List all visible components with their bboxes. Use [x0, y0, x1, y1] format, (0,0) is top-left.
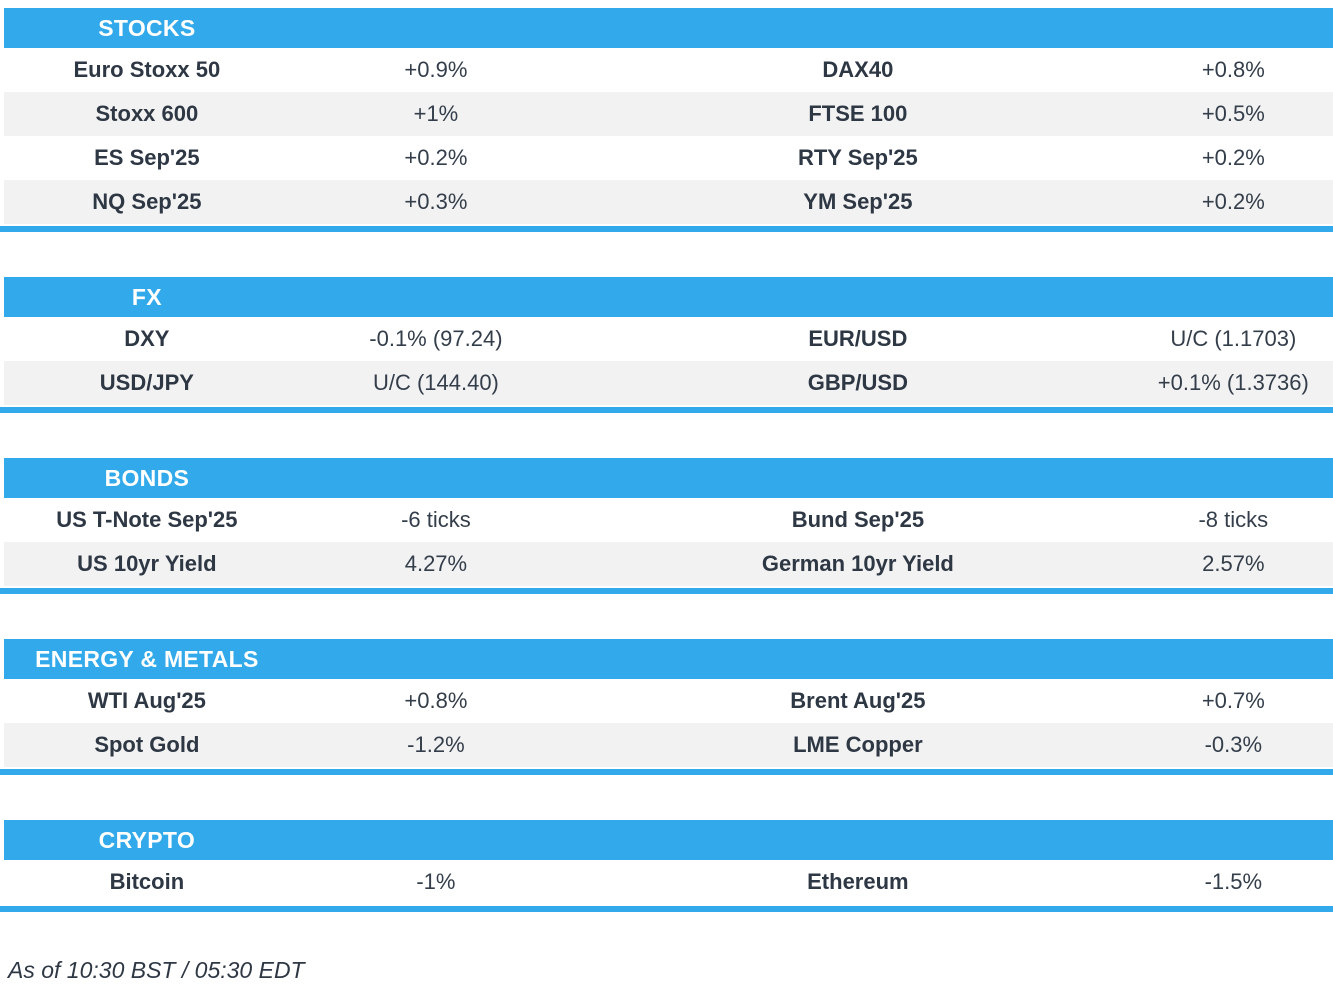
instrument-name: EUR/USD [808, 326, 908, 351]
instrument-name: Brent Aug'25 [790, 688, 926, 713]
instrument-change: -8 ticks [1198, 507, 1269, 532]
section-title: FX [131, 283, 162, 310]
instrument-change: 4.27% [404, 551, 468, 576]
section-underline [0, 588, 1333, 594]
market-table: Bitcoin -1% Ethereum -1.5% [4, 860, 1333, 904]
table-row: Stoxx 600 +1% FTSE 100 +0.5% [4, 92, 1333, 136]
instrument-change: +0.2% [1201, 145, 1265, 170]
section-header: CRYPTO [4, 820, 1333, 860]
instrument-name: Stoxx 600 [95, 101, 199, 126]
market-table: Euro Stoxx 50 +0.9% DAX40 +0.8% Stoxx 600 +1%… [4, 48, 1333, 224]
section-title: ENERGY & METALS [35, 645, 259, 672]
instrument-change: 2.57% [1202, 551, 1265, 576]
section-crypto: CRYPTO Bitcoin -1% Ethereum -1.5% [0, 820, 1333, 912]
table-row: ES Sep'25 +0.2% RTY Sep'25 +0.2% [4, 136, 1333, 180]
instrument-name: US T-Note Sep'25 [56, 507, 238, 532]
instrument-name: Bitcoin [109, 869, 185, 894]
section-header: STOCKS [4, 8, 1333, 48]
instrument-name: GBP/USD [807, 370, 908, 395]
instrument-change: +1% [413, 101, 459, 126]
instrument-change: +0.5% [1201, 101, 1265, 126]
instrument-name: YM Sep'25 [803, 189, 913, 214]
instrument-name: DAX40 [822, 57, 894, 82]
table-row: NQ Sep'25 +0.3% YM Sep'25 +0.2% [4, 180, 1333, 224]
section-underline [0, 407, 1333, 413]
section-underline [0, 769, 1333, 775]
table-row: US T-Note Sep'25 -6 ticks Bund Sep'25 -8 ti… [4, 498, 1333, 542]
instrument-name: NQ Sep'25 [92, 189, 202, 214]
section-bonds: BONDS US T-Note Sep'25 -6 ticks Bund Sep'2… [0, 458, 1333, 594]
table-row: DXY -0.1% (97.24) EUR/USD U/C (1.1703) [4, 317, 1333, 361]
instrument-change: +0.9% [404, 57, 468, 82]
market-wrap-table: STOCKS Euro Stoxx 50 +0.9% DAX40 +0.8% Stoxx… [0, 8, 1333, 984]
instrument-name: US 10yr Yield [77, 551, 217, 576]
instrument-name: Bund Sep'25 [791, 507, 925, 532]
instrument-change: U/C (144.40) [372, 370, 499, 395]
section-body: CRYPTO Bitcoin -1% Ethereum -1.5% [4, 820, 1333, 904]
section-fx: FX DXY -0.1% (97.24) EUR/USD U/C (1.1703) US… [0, 277, 1333, 413]
instrument-name: WTI Aug'25 [87, 688, 206, 713]
section-underline [0, 906, 1333, 912]
instrument-name: Ethereum [807, 869, 909, 894]
section-body: BONDS US T-Note Sep'25 -6 ticks Bund Sep'2… [4, 458, 1333, 586]
instrument-change: +0.2% [404, 145, 468, 170]
section-title: CRYPTO [98, 826, 196, 853]
table-row: WTI Aug'25 +0.8% Brent Aug'25 +0.7% [4, 679, 1333, 723]
section-stocks: STOCKS Euro Stoxx 50 +0.9% DAX40 +0.8% Stoxx… [0, 8, 1333, 232]
section-header: ENERGY & METALS [4, 639, 1333, 679]
table-row: USD/JPY U/C (144.40) GBP/USD +0.1% (1.3736) [4, 361, 1333, 405]
section-energy-metals: ENERGY & METALS WTI Aug'25 +0.8% Brent Aug… [0, 639, 1333, 775]
instrument-name: Spot Gold [94, 732, 200, 757]
table-row: Bitcoin -1% Ethereum -1.5% [4, 860, 1333, 904]
as-of-timestamp: As of 10:30 BST / 05:30 EDT [8, 957, 305, 983]
instrument-change: -0.3% [1204, 732, 1263, 757]
instrument-change: -6 ticks [401, 507, 471, 532]
table-row: US 10yr Yield 4.27% German 10yr Yield 2.57% [4, 542, 1333, 586]
section-body: STOCKS Euro Stoxx 50 +0.9% DAX40 +0.8% Stoxx… [4, 8, 1333, 224]
instrument-change: +0.1% (1.3736) [1157, 370, 1309, 395]
section-body: ENERGY & METALS WTI Aug'25 +0.8% Brent Aug… [4, 639, 1333, 767]
instrument-name: FTSE 100 [808, 101, 908, 126]
instrument-name: DXY [124, 326, 170, 351]
instrument-change: +0.2% [1201, 189, 1265, 214]
section-body: FX DXY -0.1% (97.24) EUR/USD U/C (1.1703) US… [4, 277, 1333, 405]
instrument-change: +0.3% [404, 189, 468, 214]
instrument-change: -0.1% (97.24) [369, 326, 503, 351]
instrument-name: German 10yr Yield [761, 551, 954, 576]
table-row: Euro Stoxx 50 +0.9% DAX40 +0.8% [4, 48, 1333, 92]
instrument-change: +0.8% [404, 688, 468, 713]
instrument-change: -1% [416, 869, 456, 894]
instrument-name: RTY Sep'25 [797, 145, 918, 170]
section-title: BONDS [104, 464, 190, 491]
section-title: STOCKS [98, 14, 196, 41]
market-table: US T-Note Sep'25 -6 ticks Bund Sep'25 -8 ti… [4, 498, 1333, 586]
instrument-name: Euro Stoxx 50 [73, 57, 221, 82]
instrument-change: -1.2% [407, 732, 465, 757]
instrument-name: USD/JPY [99, 370, 194, 395]
instrument-change: +0.7% [1201, 688, 1265, 713]
instrument-change: -1.5% [1204, 869, 1263, 894]
instrument-change: U/C (1.1703) [1170, 326, 1297, 351]
section-underline [0, 226, 1333, 232]
section-header: BONDS [4, 458, 1333, 498]
section-header: FX [4, 277, 1333, 317]
table-row: Spot Gold -1.2% LME Copper -0.3% [4, 723, 1333, 767]
market-table: WTI Aug'25 +0.8% Brent Aug'25 +0.7% Spot Gol… [4, 679, 1333, 767]
instrument-change: +0.8% [1201, 57, 1265, 82]
market-table: DXY -0.1% (97.24) EUR/USD U/C (1.1703) USD/J… [4, 317, 1333, 405]
instrument-name: ES Sep'25 [94, 145, 200, 170]
instrument-name: LME Copper [793, 732, 923, 757]
